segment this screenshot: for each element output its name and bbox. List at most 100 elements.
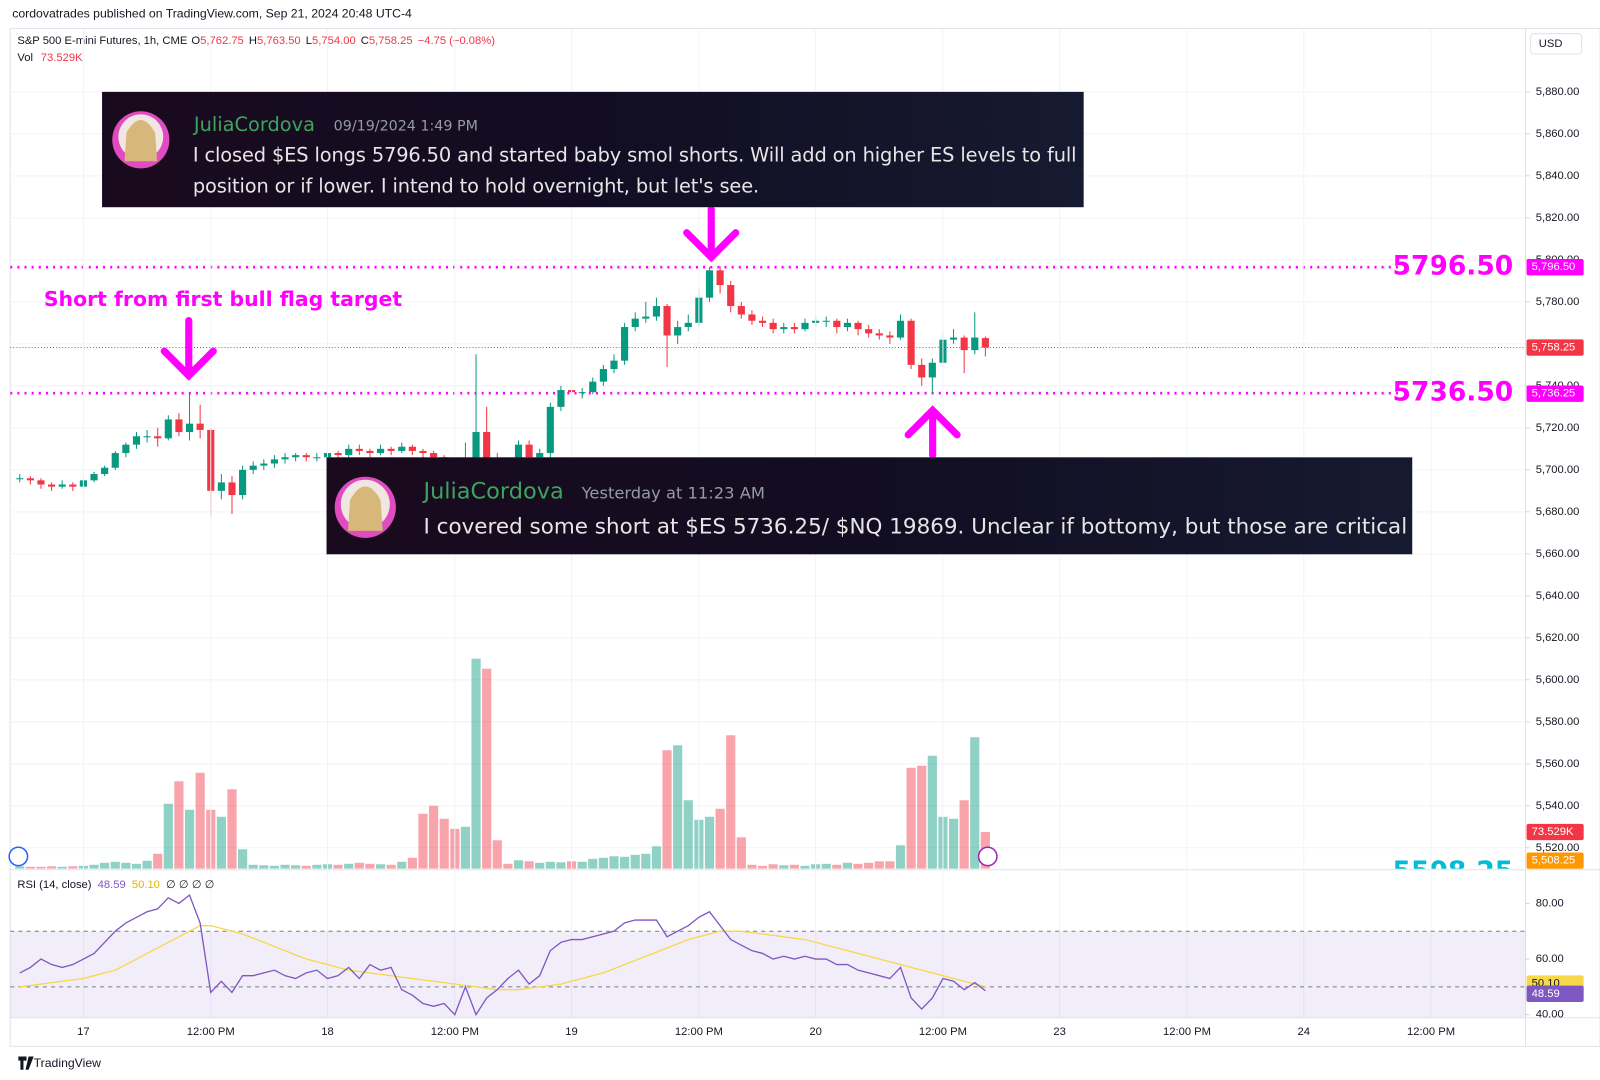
candle-body bbox=[132, 436, 141, 445]
publisher: cordovatrades published on TradingView.c… bbox=[12, 7, 412, 21]
candle-body bbox=[101, 467, 109, 475]
volume-bar bbox=[556, 862, 566, 869]
rsi-line bbox=[19, 893, 986, 1017]
x-tick-label: 19 bbox=[565, 1026, 577, 1038]
candle-body bbox=[960, 337, 968, 351]
candle-body bbox=[376, 448, 385, 454]
x-tick-label: 23 bbox=[1053, 1026, 1065, 1038]
chart-frame bbox=[9, 28, 1600, 1047]
currency-button[interactable] bbox=[1530, 33, 1583, 55]
volume-bar bbox=[15, 866, 25, 869]
rsi-band bbox=[10, 931, 1526, 1018]
candle-body bbox=[69, 484, 77, 487]
candle-body bbox=[833, 320, 841, 328]
candle-body bbox=[185, 423, 194, 433]
candle-body bbox=[398, 446, 406, 451]
volume-bar bbox=[142, 860, 152, 869]
ohlc-key: H bbox=[249, 35, 257, 47]
volume-bar bbox=[110, 861, 120, 869]
volume-bar bbox=[163, 803, 173, 869]
y-tick-label: 80.00 bbox=[1536, 897, 1564, 909]
message-text: I closed $ES longs 5796.50 and started b… bbox=[193, 144, 1077, 167]
avatar-hair bbox=[347, 486, 383, 531]
volume-bar bbox=[397, 861, 407, 869]
candle-body bbox=[175, 419, 183, 433]
volume-bar bbox=[216, 816, 226, 869]
volume-bar bbox=[609, 856, 619, 869]
candle-body bbox=[345, 448, 353, 456]
symbol-title: S&P 500 E-mini Futures, 1h, CME bbox=[17, 35, 187, 47]
volume-bar bbox=[535, 862, 545, 869]
volume-bar bbox=[853, 863, 863, 869]
ohlc-key: C bbox=[361, 35, 369, 47]
volume-bar bbox=[386, 864, 396, 869]
candle-body bbox=[652, 306, 661, 317]
ohlc-key: L bbox=[306, 35, 312, 47]
candle-body bbox=[737, 306, 745, 315]
candle-body bbox=[610, 360, 618, 370]
candle-body bbox=[281, 457, 289, 460]
message-box bbox=[326, 457, 1413, 555]
volume-bar bbox=[598, 857, 608, 869]
volume-bar bbox=[704, 816, 715, 869]
event-icon[interactable] bbox=[977, 846, 998, 867]
candle-body bbox=[790, 327, 798, 330]
candle-body bbox=[769, 322, 777, 330]
volume-bar bbox=[513, 860, 524, 869]
volume-bar bbox=[238, 849, 248, 869]
candle-body bbox=[514, 444, 523, 470]
candle-body bbox=[26, 478, 34, 481]
annotation: Short from first bull flag target bbox=[44, 287, 402, 311]
volume-bar bbox=[832, 864, 842, 869]
candle-body bbox=[239, 469, 247, 496]
volume-bar bbox=[195, 772, 205, 869]
y-tick-label: 5,880.00 bbox=[1536, 86, 1580, 98]
candle-body bbox=[58, 484, 66, 487]
volume-bar bbox=[651, 846, 662, 869]
volume-bar bbox=[248, 864, 258, 869]
volume-bar bbox=[673, 745, 683, 869]
y-tick-label: 5,720.00 bbox=[1536, 422, 1580, 434]
candle-body bbox=[483, 432, 491, 460]
volume-bar bbox=[429, 805, 439, 869]
price-badge bbox=[1526, 385, 1584, 402]
rsi-value: 48.59 bbox=[98, 879, 126, 891]
candle-body bbox=[164, 419, 172, 439]
candle-body bbox=[727, 285, 735, 307]
volume-bar bbox=[460, 826, 471, 869]
x-tick-label: 17 bbox=[77, 1026, 89, 1038]
x-tick-label: 12:00 PM bbox=[1163, 1026, 1211, 1038]
price-badge-label: 73.529K bbox=[1532, 826, 1574, 838]
message-text: position or if lower. I intend to hold o… bbox=[193, 174, 759, 197]
x-tick-label: 12:00 PM bbox=[675, 1026, 723, 1038]
arrow bbox=[904, 405, 961, 459]
price-badge bbox=[1526, 852, 1584, 869]
message-author: JuliaCordova bbox=[193, 113, 315, 136]
y-tick-label: 5,580.00 bbox=[1536, 716, 1580, 728]
scroll-button[interactable] bbox=[8, 846, 29, 867]
currency[interactable]: USD bbox=[1539, 38, 1563, 50]
candle-body bbox=[663, 306, 671, 336]
volume-bar bbox=[365, 863, 375, 869]
candle-body bbox=[16, 478, 24, 480]
volume-bar bbox=[89, 864, 99, 869]
candle-body bbox=[313, 457, 321, 459]
volume-bar bbox=[641, 853, 651, 869]
volume-bar bbox=[36, 866, 46, 869]
volume-bar bbox=[259, 865, 269, 869]
message-box bbox=[102, 91, 1084, 208]
volume-bar bbox=[492, 840, 502, 869]
volume-bar bbox=[100, 862, 110, 869]
candle-body bbox=[122, 444, 130, 454]
volume-bar bbox=[25, 866, 35, 869]
volume-bar bbox=[662, 750, 672, 869]
rsi-pane bbox=[10, 893, 1526, 1018]
avatar-hair bbox=[124, 119, 158, 162]
rsi-extras: ∅ ∅ ∅ ∅ bbox=[166, 879, 214, 891]
volume-bar bbox=[68, 866, 78, 869]
message-time: Yesterday at 11:23 AM bbox=[581, 484, 765, 503]
volume-bar bbox=[354, 862, 364, 869]
volume-bar bbox=[588, 858, 598, 869]
candle-body bbox=[631, 318, 639, 328]
volume-bar bbox=[153, 853, 163, 869]
